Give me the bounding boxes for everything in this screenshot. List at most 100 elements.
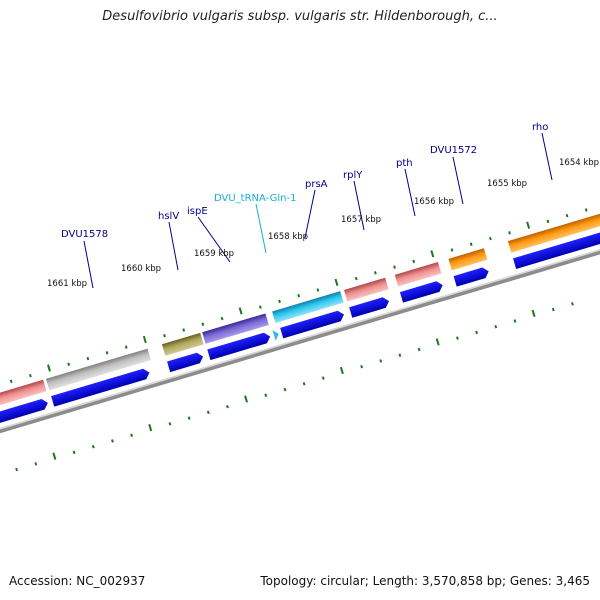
gene-bar-rply[interactable] [343,277,389,302]
genome-backbone [0,226,600,449]
cds-arrow[interactable] [349,296,390,318]
tick-mark [168,422,172,426]
tick-mark-major [47,364,51,372]
accession-label: Accession: NC_002937 [9,574,146,588]
cds-arrow[interactable] [51,367,151,407]
gene-label-prsa[interactable]: prsA [305,179,328,190]
tick-mark [488,236,492,241]
tick-mark [373,271,377,275]
leader-line [353,180,365,231]
leader-line [404,168,416,217]
map-title: Desulfovibrio vulgaris subsp. vulgaris s… [102,9,498,24]
tick-mark [187,416,191,420]
gene-label-ispe[interactable]: ispE [187,206,208,217]
feature-bars [0,206,600,418]
leader-line [255,203,267,254]
genome-summary: Topology: circular; Length: 3,570,858 bp… [260,574,590,588]
kbp-label: 1657 kbp [341,215,381,225]
tick-mark-major [339,366,344,375]
gene-bar-dvu1578[interactable] [45,348,151,391]
tick-mark [546,219,550,224]
tick-mark [163,333,166,338]
tick-mark [297,293,301,298]
tick-mark [111,439,114,443]
gene-label-trna-gln[interactable]: DVU_tRNA-Gln-1 [214,193,296,204]
tick-mark [86,356,90,361]
cds-arrow[interactable] [167,351,205,373]
tick-mark [379,359,383,363]
kbp-label: 1659 kbp [194,249,234,259]
cds-arrow[interactable] [0,398,49,434]
tick-mark [72,450,76,455]
tick-mark [28,373,32,378]
tick-mark [130,433,134,437]
leader-line [452,156,464,205]
tick-mark [9,379,13,384]
cds-arrow[interactable] [207,331,271,361]
gene-label-dvu1578[interactable]: DVU1578 [61,229,108,240]
tick-mark-major [334,278,339,286]
tick-mark [220,316,224,321]
tick-mark [469,242,473,246]
gene-bar-pink[interactable] [0,379,47,418]
tick-mark [321,376,325,380]
tick-mark [398,353,402,357]
cds-arrow[interactable] [399,280,444,303]
gene-labels: DVU1578 hslV ispE DVU_tRNA-Gln-1 prsA rp… [61,122,548,240]
tick-mark [105,351,109,355]
tick-mark [456,336,459,340]
tick-mark [283,387,287,392]
gene-label-dvu1572[interactable]: DVU1572 [430,145,477,156]
tick-mark [258,305,262,309]
kbp-labels: 1661 kbp 1660 kbp 1659 kbp 1658 kbp 1657… [47,158,599,289]
tick-mark [302,382,306,386]
tick-mark [584,208,588,212]
cds-arrow[interactable] [453,266,491,287]
kbp-label: 1654 kbp [559,158,599,168]
leader-line [83,240,94,289]
gene-label-rply[interactable]: rplY [343,170,363,181]
tick-mark [278,299,281,304]
tick-mark [226,404,229,409]
gene-label-rho[interactable]: rho [532,122,548,133]
tick-mark [34,462,38,466]
gene-bar-ispe[interactable] [202,313,269,344]
gene-bar-dvu1572[interactable] [448,248,488,271]
kbp-label: 1658 kbp [268,232,308,242]
kbp-label: 1655 kbp [487,179,527,189]
tick-mark-major [244,395,249,403]
gene-bar-prsa[interactable] [272,291,344,323]
tick-mark [494,324,498,329]
tick-mark [15,467,19,472]
tick-mark [360,364,364,369]
trna-arrow[interactable] [272,329,280,341]
tick-mark-major [52,452,57,460]
tick-mark [513,319,517,323]
gene-bar-hslv[interactable] [161,332,204,356]
leader-line [541,132,553,181]
gene-bar-pth[interactable] [394,262,442,287]
cds-arrow[interactable] [280,309,345,339]
tick-mark-major [238,307,243,315]
tick-mark [316,288,320,292]
gene-label-hslv[interactable]: hslV [158,211,179,222]
tick-mark [412,259,416,264]
kbp-label: 1660 kbp [121,264,161,274]
leader-line [304,189,316,239]
upper-tick-row [9,208,588,384]
tick-mark [417,347,421,352]
tick-mark [264,393,268,397]
tick-mark [475,330,479,335]
tick-mark-major [435,338,440,346]
gene-bar-rho[interactable] [507,206,600,253]
tick-mark [565,213,569,218]
tick-mark [393,265,396,269]
backbone-highlight [0,226,600,446]
tick-mark-major [526,221,531,229]
tick-mark-major [148,423,153,432]
tick-mark [354,276,358,281]
leader-line [168,221,179,271]
leader-line [197,216,231,263]
gene-label-pth[interactable]: pth [396,158,413,169]
